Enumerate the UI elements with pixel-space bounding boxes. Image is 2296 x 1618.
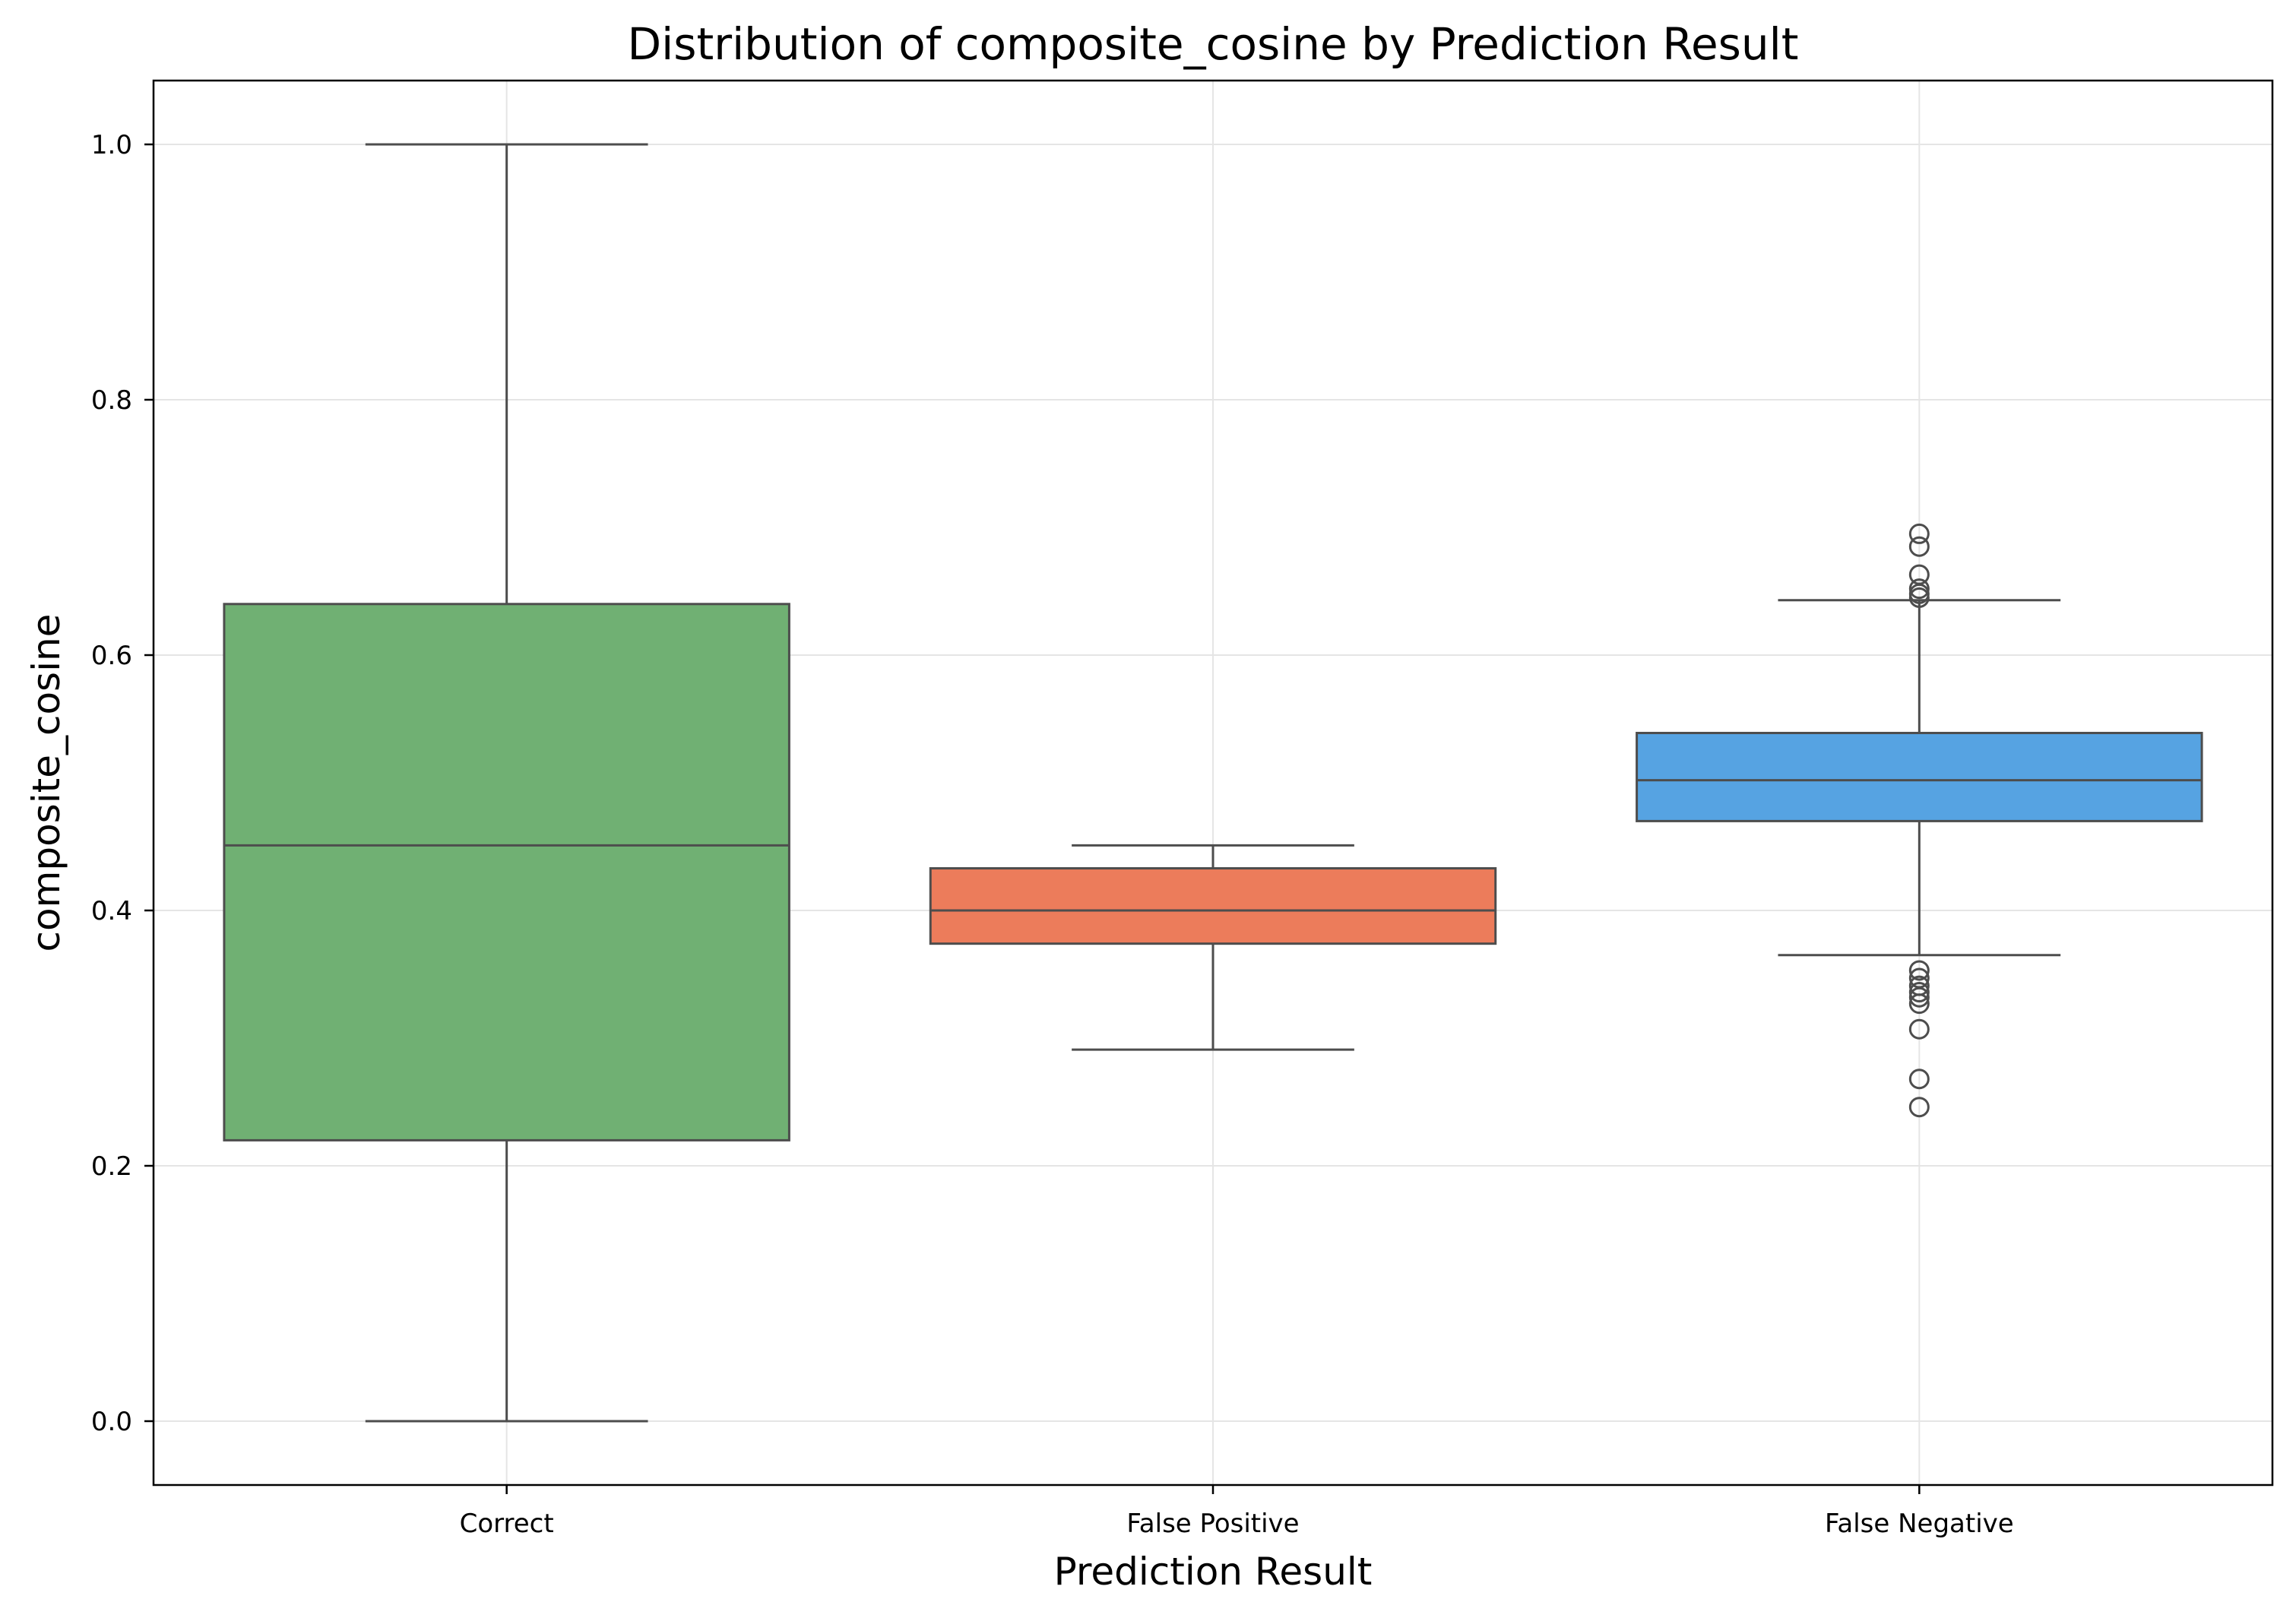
box-series	[223, 143, 2203, 1423]
x-tick-label: False Positive	[1126, 1509, 1299, 1539]
y-tick-label: 0.0	[91, 1407, 132, 1437]
outlier-point	[1908, 1018, 1930, 1040]
y-tick-label: 0.2	[91, 1151, 132, 1182]
y-tick-label: 0.6	[91, 641, 132, 671]
outlier-point	[1908, 587, 1930, 608]
y-tick-label: 0.4	[91, 896, 132, 926]
y-axis-label: composite_cosine	[24, 614, 68, 952]
y-tick-label: 1.0	[91, 130, 132, 160]
outlier-point	[1908, 986, 1930, 1008]
x-axis-label: Prediction Result	[1054, 1550, 1373, 1594]
outlier-point	[1908, 982, 1930, 1003]
outlier-point	[1908, 993, 1930, 1015]
box-false-positive	[929, 844, 1497, 1051]
box-false-negative	[1636, 523, 2203, 1118]
outlier-point	[1908, 960, 1930, 981]
x-tick-label: Correct	[460, 1509, 554, 1539]
outlier-point	[1908, 1069, 1930, 1090]
iqr-box	[929, 867, 1497, 945]
y-tick-label: 0.8	[91, 385, 132, 416]
iqr-box	[223, 603, 790, 1141]
outlier-point	[1908, 1097, 1930, 1118]
x-tick-label: False Negative	[1825, 1509, 2014, 1539]
box-correct	[223, 143, 790, 1423]
outlier-point	[1908, 578, 1930, 600]
outlier-point	[1908, 523, 1930, 544]
outlier-point	[1908, 536, 1930, 557]
axes: 0.0 0.2 0.4 0.6 0.8 1.0 Correct False Positive F…	[91, 130, 2014, 1539]
chart-title: Distribution of composite_cosine by Pred…	[627, 18, 1798, 70]
iqr-box	[1636, 731, 2203, 822]
